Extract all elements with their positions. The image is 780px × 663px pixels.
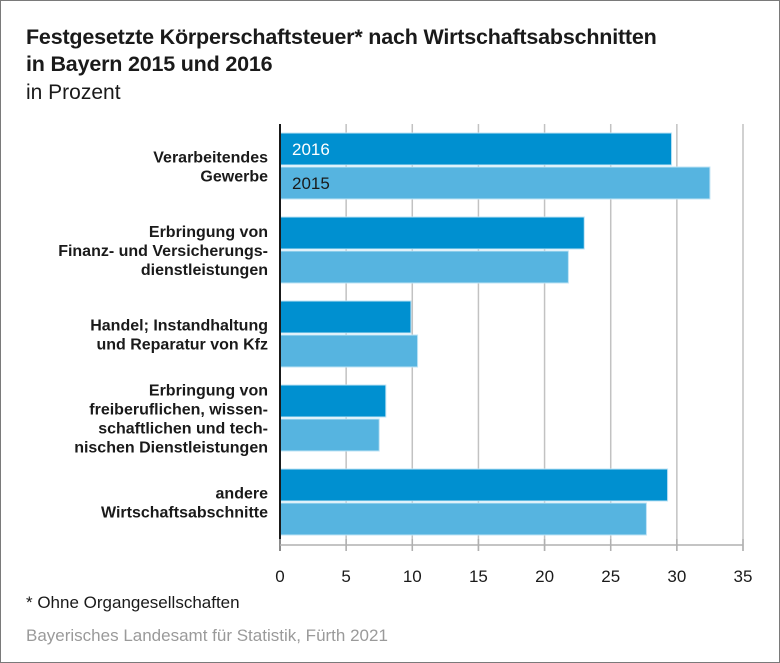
chart-title: Festgesetzte Körperschaftsteuer* nach Wi…	[26, 24, 657, 78]
source-note: Bayerisches Landesamt für Statistik, Für…	[26, 626, 388, 645]
bar-2015	[279, 334, 419, 368]
bar-2016	[279, 132, 673, 166]
category-label: nischen Dienstleistungen	[74, 440, 268, 457]
x-tick-label: 20	[535, 567, 554, 586]
x-tick-label: 5	[341, 567, 350, 586]
category-label: dienstleistungen	[141, 262, 268, 279]
category-label: Handel; Instandhaltung	[90, 318, 268, 335]
category-label: Verarbeitendes	[153, 150, 268, 167]
bar-2015	[279, 166, 711, 200]
bar-2016	[279, 384, 387, 418]
chart-subtitle: in Prozent	[26, 81, 121, 104]
bar-2015	[279, 250, 569, 284]
category-labels: Verarbeitendes Gewerbe Erbringung von Finan…	[58, 150, 268, 522]
x-tick-label: 0	[275, 567, 284, 586]
category-label: und Reparatur von Kfz	[96, 337, 268, 354]
bar-2015	[279, 502, 647, 536]
category-label: Gewerbe	[200, 169, 268, 186]
category-label: andere	[216, 486, 269, 503]
x-tick-label: 25	[601, 567, 620, 586]
chart-title-line-1: Festgesetzte Körperschaftsteuer* nach Wi…	[26, 25, 657, 49]
bar-2016	[279, 468, 669, 502]
category-label: Erbringung von	[149, 224, 268, 241]
x-tick-label: 10	[403, 567, 422, 586]
category-label: Wirtschaftsabschnitte	[101, 505, 268, 522]
bar-2016	[279, 300, 412, 334]
bar-2016	[279, 216, 585, 250]
category-label: Finanz- und Versicherungs-	[58, 243, 268, 260]
bar-2015	[279, 418, 380, 452]
x-tick-label: 15	[469, 567, 488, 586]
category-label: freiberuflichen, wissen-	[89, 402, 268, 419]
footnote: * Ohne Organgesellschaften	[26, 593, 240, 612]
category-label: Erbringung von	[149, 383, 268, 400]
x-tick-label: 30	[667, 567, 686, 586]
bars: 2016 2015	[279, 132, 711, 536]
category-label: schaftlichen und tech-	[98, 421, 268, 438]
x-tick-label: 35	[734, 567, 753, 586]
chart-title-line-2: in Bayern 2015 und 2016	[26, 52, 273, 76]
legend-label-2015: 2015	[292, 174, 330, 193]
x-axis: 0 5 10 15 20 25 30 35	[275, 124, 752, 586]
legend-label-2016: 2016	[292, 140, 330, 159]
